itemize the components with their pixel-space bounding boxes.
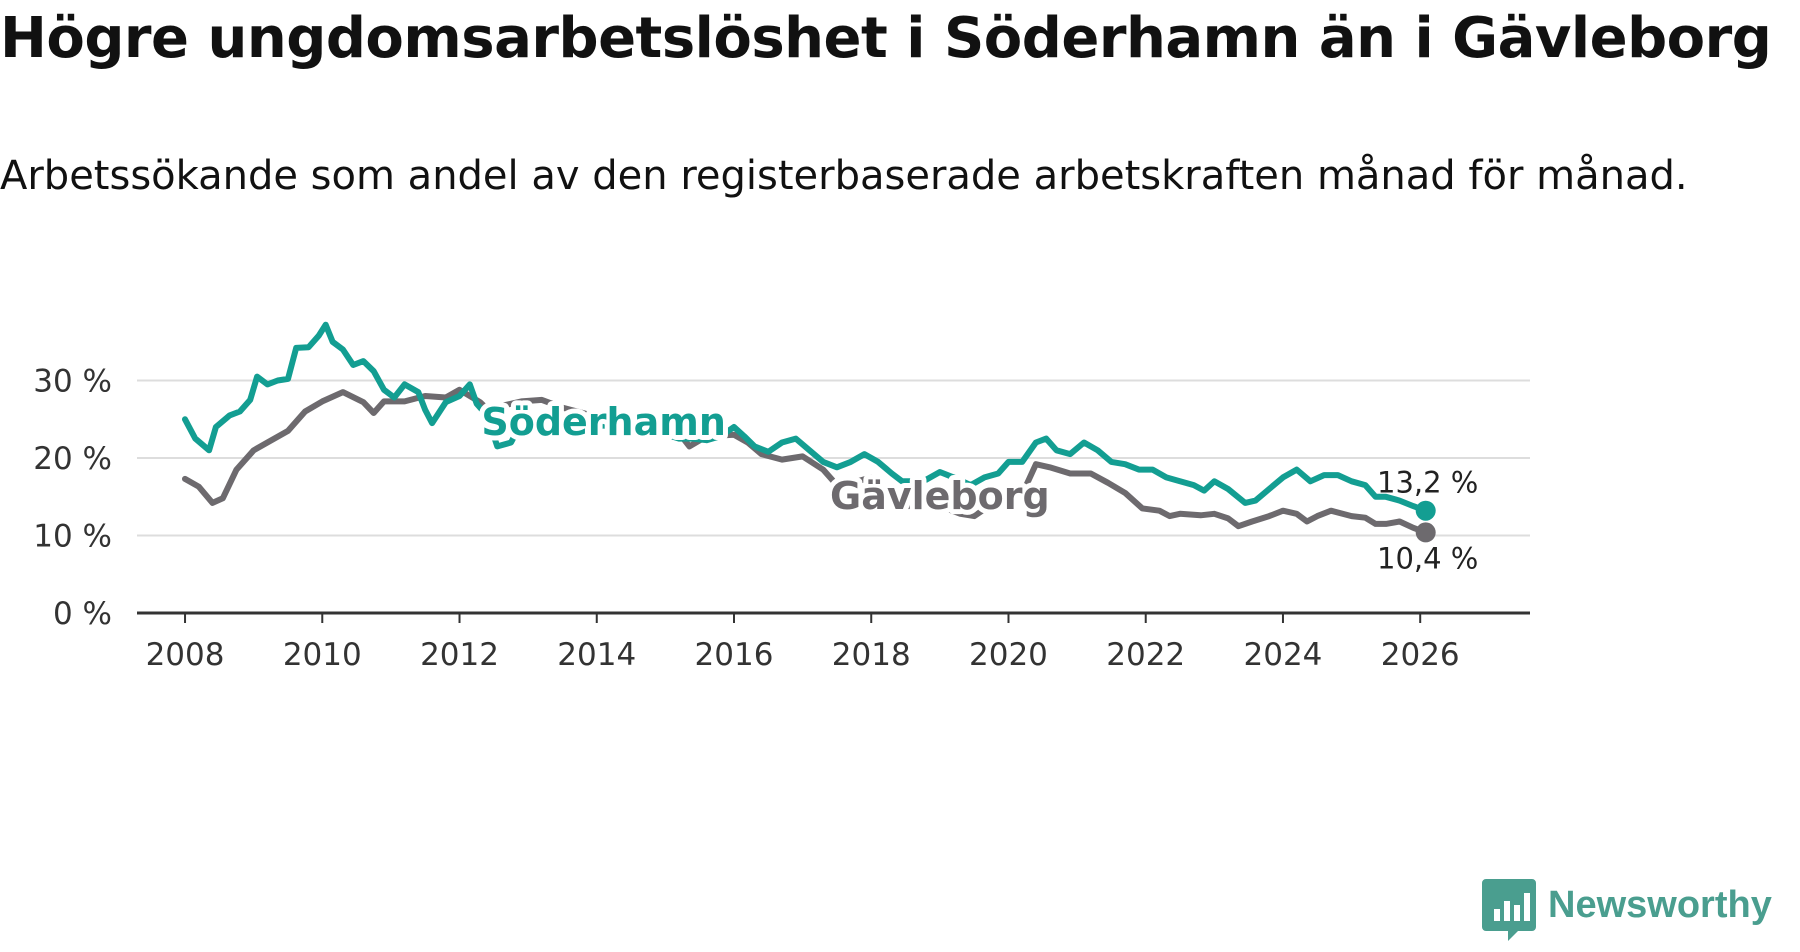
y-axis: 0 % 10 % 20 % 30 % 40 % — [33, 320, 112, 632]
x-tick-label: 2026 — [1381, 637, 1460, 673]
newsworthy-logo[interactable]: Newsworthy — [1480, 873, 1790, 948]
newsworthy-logo-text: Newsworthy — [1548, 884, 1772, 926]
end-value-label-gvleborg: 10,4 % — [1377, 541, 1478, 575]
line-chart: 0 % 10 % 20 % 30 % 40 % 2008 2010 2012 2014 2016… — [33, 320, 1530, 673]
end-value-label-sderhamn: 13,2 % — [1377, 466, 1478, 500]
y-tick-label: 30 % — [33, 364, 112, 400]
series-line-gvleborg — [182, 386, 1429, 536]
series-group — [182, 321, 1436, 543]
series-line-sderhamn — [182, 321, 1429, 514]
x-tick-label: 2012 — [420, 637, 499, 673]
x-tick-label: 2014 — [557, 637, 636, 673]
end-point-sderhamn — [1415, 500, 1436, 521]
x-tick-label: 2016 — [695, 637, 774, 673]
gridlines — [137, 379, 1530, 537]
y-tick-label: 10 % — [33, 519, 112, 555]
x-tick-label: 2018 — [832, 637, 911, 673]
y-tick-label: 40 % — [33, 320, 112, 322]
x-tick-label: 2022 — [1106, 637, 1185, 673]
x-tick-label: 2020 — [969, 637, 1048, 673]
x-axis: 2008 2010 2012 2014 2016 2018 2020 2022 2024 2026 — [137, 611, 1530, 673]
series-label-sderhamn: Söderhamn — [481, 400, 726, 444]
newsworthy-logo-icon — [1482, 879, 1536, 941]
y-tick-label: 20 % — [33, 441, 112, 477]
x-tick-label: 2008 — [146, 637, 225, 673]
series-label-gvleborg: Gävleborg — [830, 474, 1050, 518]
end-point-gvleborg — [1415, 522, 1436, 543]
chart-title: Högre ungdomsarbetslöshet i Söderhamn än… — [0, 6, 1772, 71]
x-tick-label: 2024 — [1244, 637, 1323, 673]
series-labels: 10,4 % 13,2 % Söderhamn Gävleborg — [476, 395, 1478, 575]
y-tick-label: 0 % — [53, 596, 112, 632]
chart-subtitle: Arbetssökande som andel av den registerb… — [0, 153, 1688, 199]
x-tick-label: 2010 — [283, 637, 362, 673]
